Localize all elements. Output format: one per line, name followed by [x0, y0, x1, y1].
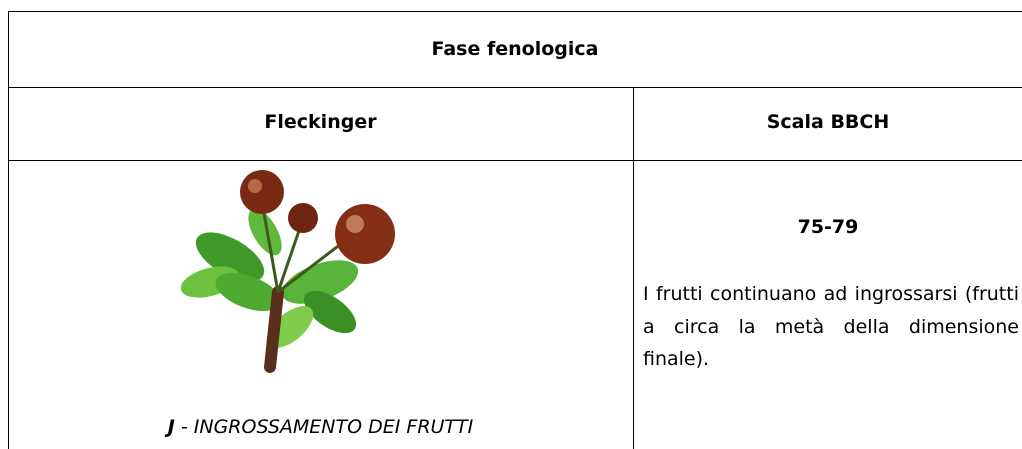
- border-left: [8, 11, 9, 449]
- column-header: Scala BBCH: [766, 111, 890, 133]
- stage-caption: J - INGROSSAMENTO DEI FRUTTI: [8, 416, 633, 438]
- table-title: Fase fenologica: [431, 38, 599, 60]
- bbch-code: 75-79: [797, 216, 859, 238]
- border-row1: [8, 87, 1022, 88]
- column-divider: [633, 87, 634, 449]
- border-row2: [8, 160, 1022, 161]
- fruits: [240, 170, 395, 264]
- leaves: [180, 201, 359, 373]
- stage-name: - INGROSSAMENTO DEI FRUTTI: [174, 416, 474, 438]
- stage-code: J: [167, 416, 175, 438]
- bbch-description: I frutti continuano ad ingrossarsi (frut…: [643, 283, 1019, 370]
- plant-image: [180, 170, 395, 373]
- column-header: Fleckinger: [264, 111, 377, 133]
- border-top: [8, 11, 1022, 12]
